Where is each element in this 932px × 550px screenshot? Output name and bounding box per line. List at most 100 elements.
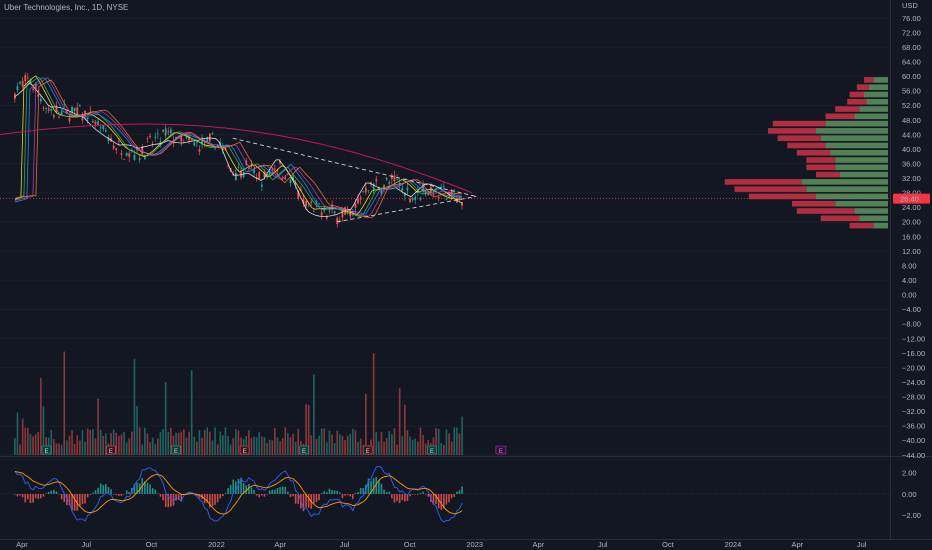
volume-bar (305, 404, 307, 455)
candle-body (310, 201, 313, 203)
osc-histogram-bar (414, 494, 417, 495)
price-axis-label: 44.00 (902, 130, 921, 139)
osc-histogram-bar (92, 492, 94, 494)
candle-body (445, 199, 448, 200)
osc-histogram-bar (164, 494, 167, 507)
volume-bar (177, 432, 180, 455)
candle-body (442, 186, 445, 187)
candle-body (112, 145, 115, 149)
candle-body (99, 127, 102, 128)
osc-histogram-bar (294, 494, 297, 504)
time-axis-label: Apr (533, 540, 545, 549)
volume-bar (138, 427, 141, 455)
price-axis-label: 72.00 (902, 28, 921, 37)
vp-bar-up (868, 84, 888, 90)
volume-bar (357, 441, 359, 455)
candle-body (138, 158, 141, 160)
vp-bar-up (816, 193, 888, 200)
vp-bar-up (873, 222, 888, 229)
candle-body (380, 190, 383, 195)
volume-bar (118, 435, 120, 455)
volume-bar (406, 430, 409, 455)
candle-body (50, 108, 53, 111)
vp-bar-down (734, 186, 807, 192)
candle-body (159, 141, 162, 144)
osc-histogram-bar (331, 489, 333, 494)
candle-body (271, 172, 274, 173)
candle-body (302, 198, 305, 204)
volume-bar (258, 432, 261, 455)
volume-bar (198, 429, 201, 455)
price-axis-label: 20.00 (902, 218, 921, 227)
vp-bar-down (849, 222, 874, 229)
price-axis-label: 8.00 (902, 261, 917, 270)
volume-bar (372, 353, 375, 455)
long-ma-line (0, 123, 473, 194)
osc-histogram-bar (448, 494, 450, 503)
candle-body (237, 166, 240, 168)
volume-bar (453, 427, 456, 455)
candle-body (39, 98, 42, 102)
osc-histogram-bar (240, 477, 242, 494)
vp-bar-up (825, 120, 888, 127)
vp-bar-down (806, 157, 836, 163)
osc-histogram-bar (341, 494, 344, 498)
candle-body (73, 107, 76, 111)
volume-bar (232, 438, 235, 455)
osc-histogram-bar (419, 492, 422, 494)
osc-histogram-bar (287, 491, 289, 494)
volume-bar (284, 427, 287, 455)
osc-histogram-bar (367, 478, 370, 494)
volume-bar (424, 443, 427, 455)
volume-bar (227, 436, 229, 455)
candle-body (414, 196, 417, 201)
volume-bar (102, 435, 105, 455)
candle-body (188, 136, 190, 141)
candle-body (24, 75, 27, 82)
candle-body (437, 197, 440, 199)
price-axis-label: −4.00 (902, 305, 921, 314)
time-axis-label: Jul (598, 540, 608, 549)
candle-body (206, 137, 209, 142)
time-axis-label: Jul (82, 540, 92, 549)
volume-bar (185, 437, 188, 455)
osc-histogram-bar (237, 478, 240, 494)
vp-bar-down (772, 120, 826, 127)
price-axis-label: −8.00 (902, 320, 921, 329)
ma-green-line (14, 76, 462, 218)
candle-body (328, 210, 331, 212)
price-axis-label: 0.00 (902, 291, 917, 300)
osc-histogram-bar (263, 494, 266, 497)
volume-bars (14, 351, 463, 455)
last-price-badge (893, 193, 930, 204)
osc-histogram-bar (271, 489, 274, 494)
volume-bar (193, 436, 196, 455)
osc-histogram-bar (315, 494, 318, 503)
candles (13, 72, 463, 228)
volume-bar (29, 433, 32, 455)
vp-bar-down (806, 164, 836, 171)
volume-bar (401, 436, 404, 455)
candle-body (440, 186, 443, 190)
price-axis-label: −12.00 (902, 334, 925, 343)
candle-body (320, 212, 323, 216)
candle-body (268, 171, 271, 176)
candle-body (375, 179, 378, 182)
osc-histogram-bar (112, 494, 115, 495)
osc-histogram-bar (313, 494, 315, 504)
volume-bar (365, 393, 367, 455)
candle-body (461, 202, 463, 206)
volume-bar (341, 436, 344, 455)
candle-body (429, 187, 432, 193)
osc-histogram-bar (14, 494, 16, 495)
candle-body (289, 179, 292, 184)
candle-body (338, 220, 341, 222)
candle-body (263, 172, 266, 178)
osc-histogram-bar (63, 494, 66, 503)
osc-histogram-bar (344, 494, 346, 496)
time-axis-label: 2022 (208, 540, 225, 549)
osc-histogram-bar (209, 494, 211, 508)
osc-histogram-bar (445, 494, 448, 505)
candle-body (333, 211, 336, 214)
